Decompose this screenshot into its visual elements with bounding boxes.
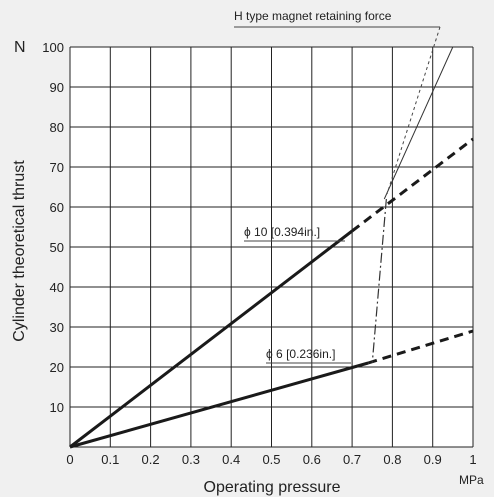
- grid-lines: [69, 46, 474, 448]
- y-tick-label: 100: [42, 40, 64, 55]
- x-axis-label: Operating pressure: [204, 479, 341, 496]
- x-tick-label: 0.2: [142, 452, 160, 467]
- h-type-leader: [386, 26, 441, 195]
- y-tick-labels: 10 20 30 40 50 60 70 80 90 100: [42, 40, 64, 415]
- series-solid-line: [69, 229, 354, 449]
- y-tick-label: 10: [50, 400, 64, 415]
- x-tick-label: 0.6: [303, 452, 321, 467]
- y-tick-label: 70: [50, 160, 64, 175]
- h-type-annotation: H type magnet retaining force: [234, 9, 392, 23]
- x-tick-labels: 0 0.1 0.2 0.3 0.4 0.5 0.6 0.7 0.8 0.9 1: [66, 452, 476, 467]
- x-tick-label: 0.8: [383, 452, 401, 467]
- x-tick-label: 1: [469, 452, 476, 467]
- y-tick-label: 20: [50, 360, 64, 375]
- y-tick-label: 30: [50, 320, 64, 335]
- series-dashed-extension: [351, 137, 474, 233]
- y-tick-label: 50: [50, 240, 64, 255]
- phi6-label: ϕ 6 [0.236in.]: [266, 347, 335, 361]
- x-tick-label: 0.7: [343, 452, 361, 467]
- h-type-retaining-force-line: [383, 46, 454, 200]
- series-dashed-extension: [367, 329, 474, 365]
- series-solid-line: [69, 361, 369, 449]
- x-tick-label: 0.4: [222, 452, 240, 467]
- y-tick-label: 60: [50, 200, 64, 215]
- x-unit-label: MPa: [459, 473, 484, 487]
- y-tick-label: 90: [50, 80, 64, 95]
- y-tick-label: 40: [50, 280, 64, 295]
- limit-dash-dot-line: [371, 198, 387, 364]
- y-tick-label: 80: [50, 120, 64, 135]
- x-tick-label: 0.1: [101, 452, 119, 467]
- y-axis-label: Cylinder theoretical thrust: [11, 160, 28, 342]
- x-tick-label: 0.3: [182, 452, 200, 467]
- x-tick-label: 0.5: [262, 452, 280, 467]
- series-lines: [69, 46, 474, 449]
- y-unit-label: N: [14, 39, 26, 56]
- x-tick-label: 0: [66, 452, 73, 467]
- phi10-label: ϕ 10 [0.394in.]: [244, 225, 320, 239]
- x-tick-label: 0.9: [424, 452, 442, 467]
